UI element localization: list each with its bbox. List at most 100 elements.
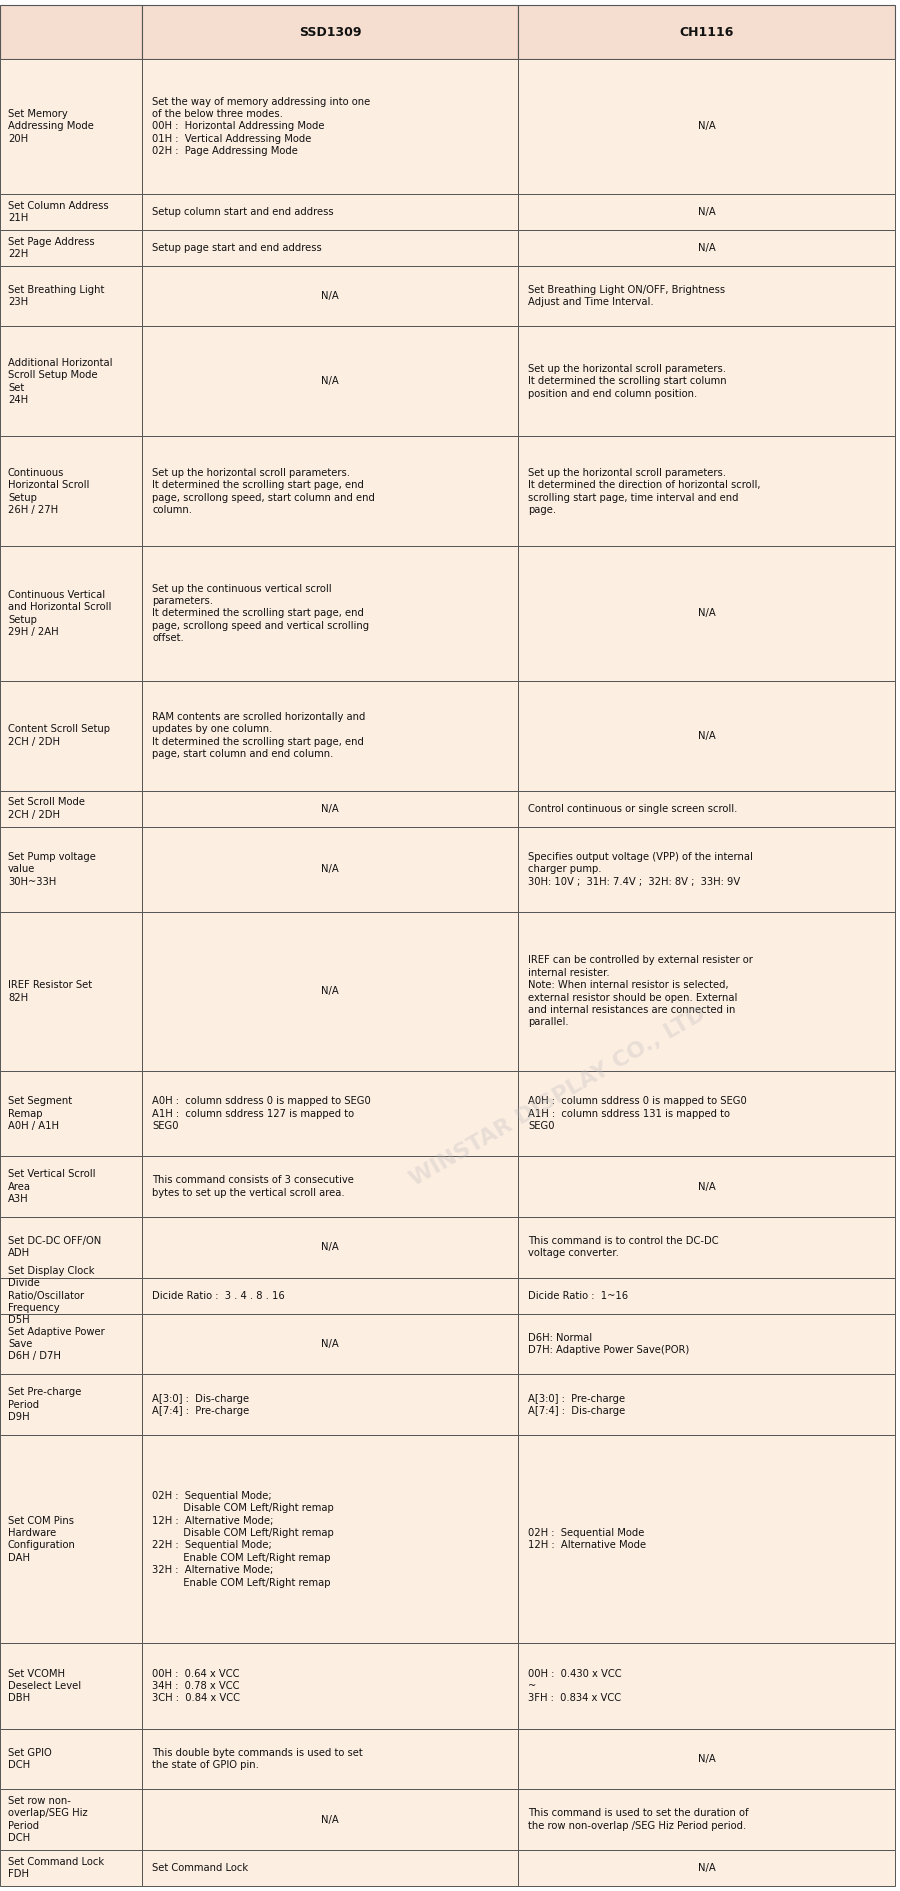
Text: IREF can be controlled by external resister or
internal resister.
Note: When int: IREF can be controlled by external resis…: [528, 955, 753, 1027]
Text: N/A: N/A: [321, 1242, 339, 1252]
Bar: [518, 681, 895, 790]
Text: Set GPIO
DCH: Set GPIO DCH: [8, 1747, 52, 1770]
Text: Set up the horizontal scroll parameters.
It determined the direction of horizont: Set up the horizontal scroll parameters.…: [528, 467, 760, 514]
Text: Set Command Lock: Set Command Lock: [152, 1863, 248, 1872]
Bar: [142, 1070, 518, 1155]
Text: This command is to control the DC-DC
voltage converter.: This command is to control the DC-DC vol…: [528, 1237, 719, 1259]
Bar: [0, 826, 142, 911]
Text: 02H :  Sequential Mode;
          Disable COM Left/Right remap
12H :  Alternativ: 02H : Sequential Mode; Disable COM Left/…: [152, 1490, 334, 1588]
Bar: [518, 437, 895, 546]
Text: Set row non-
overlap/SEG Hiz
Period
DCH: Set row non- overlap/SEG Hiz Period DCH: [8, 1796, 87, 1844]
Bar: [518, 59, 895, 193]
Bar: [0, 1849, 142, 1885]
Bar: [518, 1375, 895, 1435]
Bar: [518, 6, 895, 59]
Text: IREF Resistor Set
82H: IREF Resistor Set 82H: [8, 980, 92, 1002]
Bar: [142, 1643, 518, 1728]
Text: N/A: N/A: [321, 864, 339, 874]
Bar: [142, 911, 518, 1070]
Bar: [142, 1375, 518, 1435]
Bar: [0, 546, 142, 681]
Bar: [0, 1278, 142, 1314]
Text: N/A: N/A: [698, 609, 716, 618]
Text: WINSTAR DISPLAY CO., LTD: WINSTAR DISPLAY CO., LTD: [407, 1004, 709, 1189]
Text: A[3:0] :  Pre-charge
A[7:4] :  Dis-charge: A[3:0] : Pre-charge A[7:4] : Dis-charge: [528, 1394, 626, 1416]
Text: D6H: Normal
D7H: Adaptive Power Save(POR): D6H: Normal D7H: Adaptive Power Save(POR…: [528, 1333, 689, 1356]
Text: Set DC-DC OFF/ON
ADH: Set DC-DC OFF/ON ADH: [8, 1237, 101, 1259]
Bar: [142, 1789, 518, 1849]
Bar: [142, 229, 518, 267]
Bar: [142, 681, 518, 790]
Text: Additional Horizontal
Scroll Setup Mode
Set
24H: Additional Horizontal Scroll Setup Mode …: [8, 357, 112, 405]
Bar: [0, 1728, 142, 1789]
Bar: [0, 229, 142, 267]
Text: A[3:0] :  Dis-charge
A[7:4] :  Pre-charge: A[3:0] : Dis-charge A[7:4] : Pre-charge: [152, 1394, 249, 1416]
Bar: [518, 1070, 895, 1155]
Bar: [0, 681, 142, 790]
Bar: [0, 1218, 142, 1278]
Text: SSD1309: SSD1309: [299, 26, 362, 38]
Bar: [518, 1314, 895, 1375]
Bar: [518, 911, 895, 1070]
Text: 02H :  Sequential Mode
12H :  Alternative Mode: 02H : Sequential Mode 12H : Alternative …: [528, 1528, 646, 1551]
Bar: [142, 1218, 518, 1278]
Text: Set up the continuous vertical scroll
parameters.
It determined the scrolling st: Set up the continuous vertical scroll pa…: [152, 584, 369, 643]
Text: Set Column Address
21H: Set Column Address 21H: [8, 200, 109, 223]
Bar: [142, 1849, 518, 1885]
Text: Specifies output voltage (VPP) of the internal
charger pump.
30H: 10V ;  31H: 7.: Specifies output voltage (VPP) of the in…: [528, 853, 753, 887]
Text: RAM contents are scrolled horizontally and
updates by one column.
It determined : RAM contents are scrolled horizontally a…: [152, 713, 365, 760]
Bar: [0, 267, 142, 327]
Text: N/A: N/A: [321, 376, 339, 386]
Bar: [142, 1155, 518, 1218]
Bar: [518, 546, 895, 681]
Bar: [142, 1728, 518, 1789]
Bar: [518, 1155, 895, 1218]
Text: A0H :  column sddress 0 is mapped to SEG0
A1H :  column sddress 131 is mapped to: A0H : column sddress 0 is mapped to SEG0…: [528, 1097, 747, 1131]
Bar: [142, 267, 518, 327]
Text: Setup page start and end address: Setup page start and end address: [152, 242, 322, 253]
Bar: [0, 1435, 142, 1643]
Bar: [0, 193, 142, 229]
Text: Set Display Clock
Divide
Ratio/Oscillator
Frequency
D5H: Set Display Clock Divide Ratio/Oscillato…: [8, 1265, 94, 1326]
Text: N/A: N/A: [321, 291, 339, 301]
Text: Set COM Pins
Hardware
Configuration
DAH: Set COM Pins Hardware Configuration DAH: [8, 1515, 76, 1562]
Bar: [518, 1218, 895, 1278]
Bar: [142, 327, 518, 437]
Bar: [518, 1278, 895, 1314]
Text: This command is used to set the duration of
the row non-overlap /SEG Hiz Period : This command is used to set the duration…: [528, 1808, 749, 1830]
Text: N/A: N/A: [321, 1815, 339, 1825]
Text: Set up the horizontal scroll parameters.
It determined the scrolling start colum: Set up the horizontal scroll parameters.…: [528, 365, 727, 399]
Text: 00H :  0.64 x VCC
34H :  0.78 x VCC
3CH :  0.84 x VCC: 00H : 0.64 x VCC 34H : 0.78 x VCC 3CH : …: [152, 1668, 240, 1704]
Bar: [142, 790, 518, 826]
Text: N/A: N/A: [321, 1339, 339, 1348]
Text: This command consists of 3 consecutive
bytes to set up the vertical scroll area.: This command consists of 3 consecutive b…: [152, 1176, 354, 1197]
Text: Continuous Vertical
and Horizontal Scroll
Setup
29H / 2AH: Continuous Vertical and Horizontal Scrol…: [8, 590, 112, 637]
Bar: [0, 1643, 142, 1728]
Text: N/A: N/A: [321, 987, 339, 997]
Text: Set Breathing Light
23H: Set Breathing Light 23H: [8, 286, 104, 308]
Bar: [0, 1070, 142, 1155]
Text: Set Breathing Light ON/OFF, Brightness
Adjust and Time Interval.: Set Breathing Light ON/OFF, Brightness A…: [528, 286, 725, 308]
Text: 00H :  0.430 x VCC
~
3FH :  0.834 x VCC: 00H : 0.430 x VCC ~ 3FH : 0.834 x VCC: [528, 1668, 622, 1704]
Text: Set up the horizontal scroll parameters.
It determined the scrolling start page,: Set up the horizontal scroll parameters.…: [152, 467, 375, 514]
Text: N/A: N/A: [698, 730, 716, 741]
Text: CH1116: CH1116: [680, 26, 734, 38]
Bar: [518, 1435, 895, 1643]
Text: N/A: N/A: [321, 804, 339, 813]
Text: Set Segment
Remap
A0H / A1H: Set Segment Remap A0H / A1H: [8, 1097, 72, 1131]
Bar: [0, 59, 142, 193]
Text: Control continuous or single screen scroll.: Control continuous or single screen scro…: [528, 804, 738, 813]
Bar: [518, 790, 895, 826]
Bar: [518, 229, 895, 267]
Text: This double byte commands is used to set
the state of GPIO pin.: This double byte commands is used to set…: [152, 1747, 363, 1770]
Text: Set Pump voltage
value
30H~33H: Set Pump voltage value 30H~33H: [8, 853, 96, 887]
Text: N/A: N/A: [698, 1863, 716, 1872]
Bar: [0, 790, 142, 826]
Bar: [518, 1728, 895, 1789]
Bar: [518, 267, 895, 327]
Bar: [142, 1278, 518, 1314]
Text: Set Scroll Mode
2CH / 2DH: Set Scroll Mode 2CH / 2DH: [8, 798, 85, 821]
Text: A0H :  column sddress 0 is mapped to SEG0
A1H :  column sddress 127 is mapped to: A0H : column sddress 0 is mapped to SEG0…: [152, 1097, 371, 1131]
Text: Continuous
Horizontal Scroll
Setup
26H / 27H: Continuous Horizontal Scroll Setup 26H /…: [8, 467, 89, 514]
Text: Set Memory
Addressing Mode
20H: Set Memory Addressing Mode 20H: [8, 110, 94, 144]
